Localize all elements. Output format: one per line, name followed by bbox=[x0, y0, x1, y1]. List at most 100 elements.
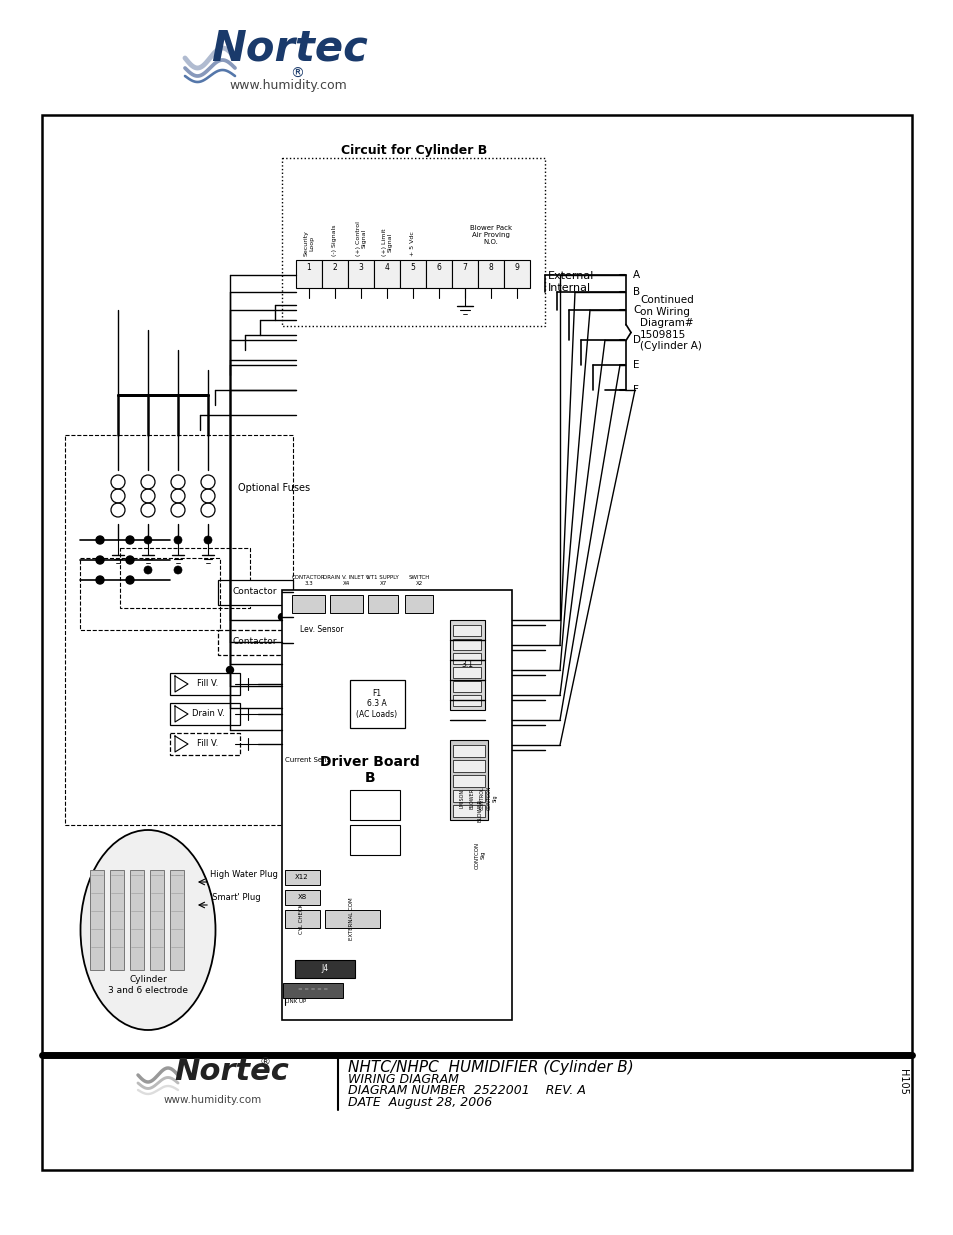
Bar bbox=[453, 745, 484, 757]
Text: BLOWER: BLOWER bbox=[469, 788, 474, 809]
Bar bbox=[285, 910, 319, 927]
Text: Drain V.: Drain V. bbox=[192, 709, 224, 719]
Bar bbox=[42, 115, 911, 1170]
Text: Security
Loop: Security Loop bbox=[303, 230, 314, 256]
Text: Lev. Sensor: Lev. Sensor bbox=[299, 625, 343, 635]
Text: J4: J4 bbox=[321, 965, 328, 973]
Text: LINK UP: LINK UP bbox=[285, 999, 306, 1004]
Text: VT1 SUPPLY
X7: VT1 SUPPLY X7 bbox=[367, 576, 398, 585]
Circle shape bbox=[278, 614, 285, 620]
Bar bbox=[350, 790, 399, 820]
Text: DRAIN V. INLET V.
X4: DRAIN V. INLET V. X4 bbox=[322, 576, 370, 585]
Circle shape bbox=[173, 536, 182, 543]
Circle shape bbox=[96, 556, 104, 564]
Circle shape bbox=[144, 566, 152, 574]
Bar bbox=[130, 869, 144, 969]
Bar bbox=[282, 158, 544, 326]
Bar bbox=[453, 805, 484, 818]
Text: DATE  August 28, 2006: DATE August 28, 2006 bbox=[348, 1097, 492, 1109]
Text: Blower Pack
Air Proving
N.O.: Blower Pack Air Proving N.O. bbox=[470, 225, 512, 245]
Text: BLOWER: BLOWER bbox=[477, 798, 482, 821]
Bar bbox=[350, 825, 399, 855]
Circle shape bbox=[126, 576, 133, 584]
Bar bbox=[292, 595, 325, 613]
Text: 5: 5 bbox=[410, 263, 415, 272]
Bar bbox=[453, 667, 480, 678]
Text: www.humidity.com: www.humidity.com bbox=[229, 79, 347, 91]
Text: Fill V.: Fill V. bbox=[197, 740, 218, 748]
Bar bbox=[150, 869, 164, 969]
Bar bbox=[450, 740, 488, 820]
Text: High Water Plug: High Water Plug bbox=[210, 871, 277, 879]
Bar bbox=[90, 869, 104, 969]
Text: www.humidity.com: www.humidity.com bbox=[164, 1095, 262, 1105]
Circle shape bbox=[483, 272, 497, 287]
Text: 7: 7 bbox=[462, 263, 467, 272]
Text: E: E bbox=[633, 359, 639, 370]
Text: Circuit for Cylinder B: Circuit for Cylinder B bbox=[340, 143, 487, 157]
Ellipse shape bbox=[80, 830, 215, 1030]
Circle shape bbox=[126, 536, 133, 543]
Text: 1: 1 bbox=[306, 263, 311, 272]
Bar bbox=[477, 261, 503, 288]
Bar bbox=[368, 595, 397, 613]
Bar bbox=[453, 790, 484, 802]
Bar bbox=[170, 703, 240, 725]
Circle shape bbox=[457, 272, 472, 287]
Text: 8: 8 bbox=[488, 263, 493, 272]
Bar bbox=[170, 673, 240, 695]
Text: WIRING DIAGRAM: WIRING DIAGRAM bbox=[348, 1073, 458, 1087]
Text: F1
6.3 A
(AC Loads): F1 6.3 A (AC Loads) bbox=[356, 689, 397, 719]
Text: X8: X8 bbox=[297, 894, 306, 900]
Bar bbox=[285, 890, 319, 905]
Bar bbox=[80, 558, 220, 630]
Text: External
Internal: External Internal bbox=[547, 272, 594, 293]
Bar bbox=[294, 960, 355, 978]
Circle shape bbox=[510, 272, 523, 287]
Bar bbox=[330, 595, 363, 613]
Text: Nortec: Nortec bbox=[212, 27, 368, 69]
Text: ®: ® bbox=[259, 1057, 271, 1067]
Bar bbox=[453, 680, 480, 692]
Circle shape bbox=[354, 272, 368, 287]
Circle shape bbox=[328, 272, 341, 287]
Circle shape bbox=[126, 556, 133, 564]
Circle shape bbox=[432, 272, 446, 287]
Text: 'Smart' Plug: 'Smart' Plug bbox=[210, 893, 260, 903]
Text: H105: H105 bbox=[897, 1070, 907, 1095]
Text: Current Sens: Current Sens bbox=[285, 757, 331, 763]
Bar bbox=[170, 734, 240, 755]
Text: 9: 9 bbox=[514, 263, 518, 272]
Circle shape bbox=[302, 272, 315, 287]
Text: CYL CHECK: CYL CHECK bbox=[299, 904, 304, 934]
Text: Optional Fuses: Optional Fuses bbox=[237, 483, 310, 493]
Circle shape bbox=[96, 576, 104, 584]
Bar bbox=[348, 261, 374, 288]
Bar bbox=[282, 590, 512, 1020]
Bar bbox=[426, 261, 452, 288]
Text: Cylinder
3 and 6 electrode: Cylinder 3 and 6 electrode bbox=[108, 976, 188, 994]
Bar bbox=[453, 776, 484, 787]
Text: CONTROL: CONTROL bbox=[479, 787, 484, 810]
Text: ®: ® bbox=[290, 67, 304, 82]
Bar bbox=[283, 983, 343, 998]
Circle shape bbox=[226, 646, 233, 653]
Text: + 5 Vdc: + 5 Vdc bbox=[410, 231, 416, 256]
Text: NHTC/NHPC  HUMIDIFIER (Cylinder B): NHTC/NHPC HUMIDIFIER (Cylinder B) bbox=[348, 1061, 633, 1076]
Text: Nortec: Nortec bbox=[174, 1057, 289, 1087]
Text: C: C bbox=[633, 305, 639, 315]
Bar bbox=[285, 869, 319, 885]
Text: X12: X12 bbox=[294, 874, 309, 881]
Bar bbox=[453, 638, 480, 650]
Circle shape bbox=[459, 832, 479, 852]
Text: (-) Signals: (-) Signals bbox=[333, 225, 337, 256]
Circle shape bbox=[96, 536, 104, 543]
Bar bbox=[295, 261, 322, 288]
Text: F: F bbox=[633, 385, 639, 395]
Text: 2: 2 bbox=[333, 263, 337, 272]
Bar bbox=[450, 620, 484, 710]
Circle shape bbox=[459, 885, 479, 905]
Text: 6: 6 bbox=[436, 263, 441, 272]
Circle shape bbox=[459, 929, 479, 948]
Circle shape bbox=[459, 853, 479, 874]
